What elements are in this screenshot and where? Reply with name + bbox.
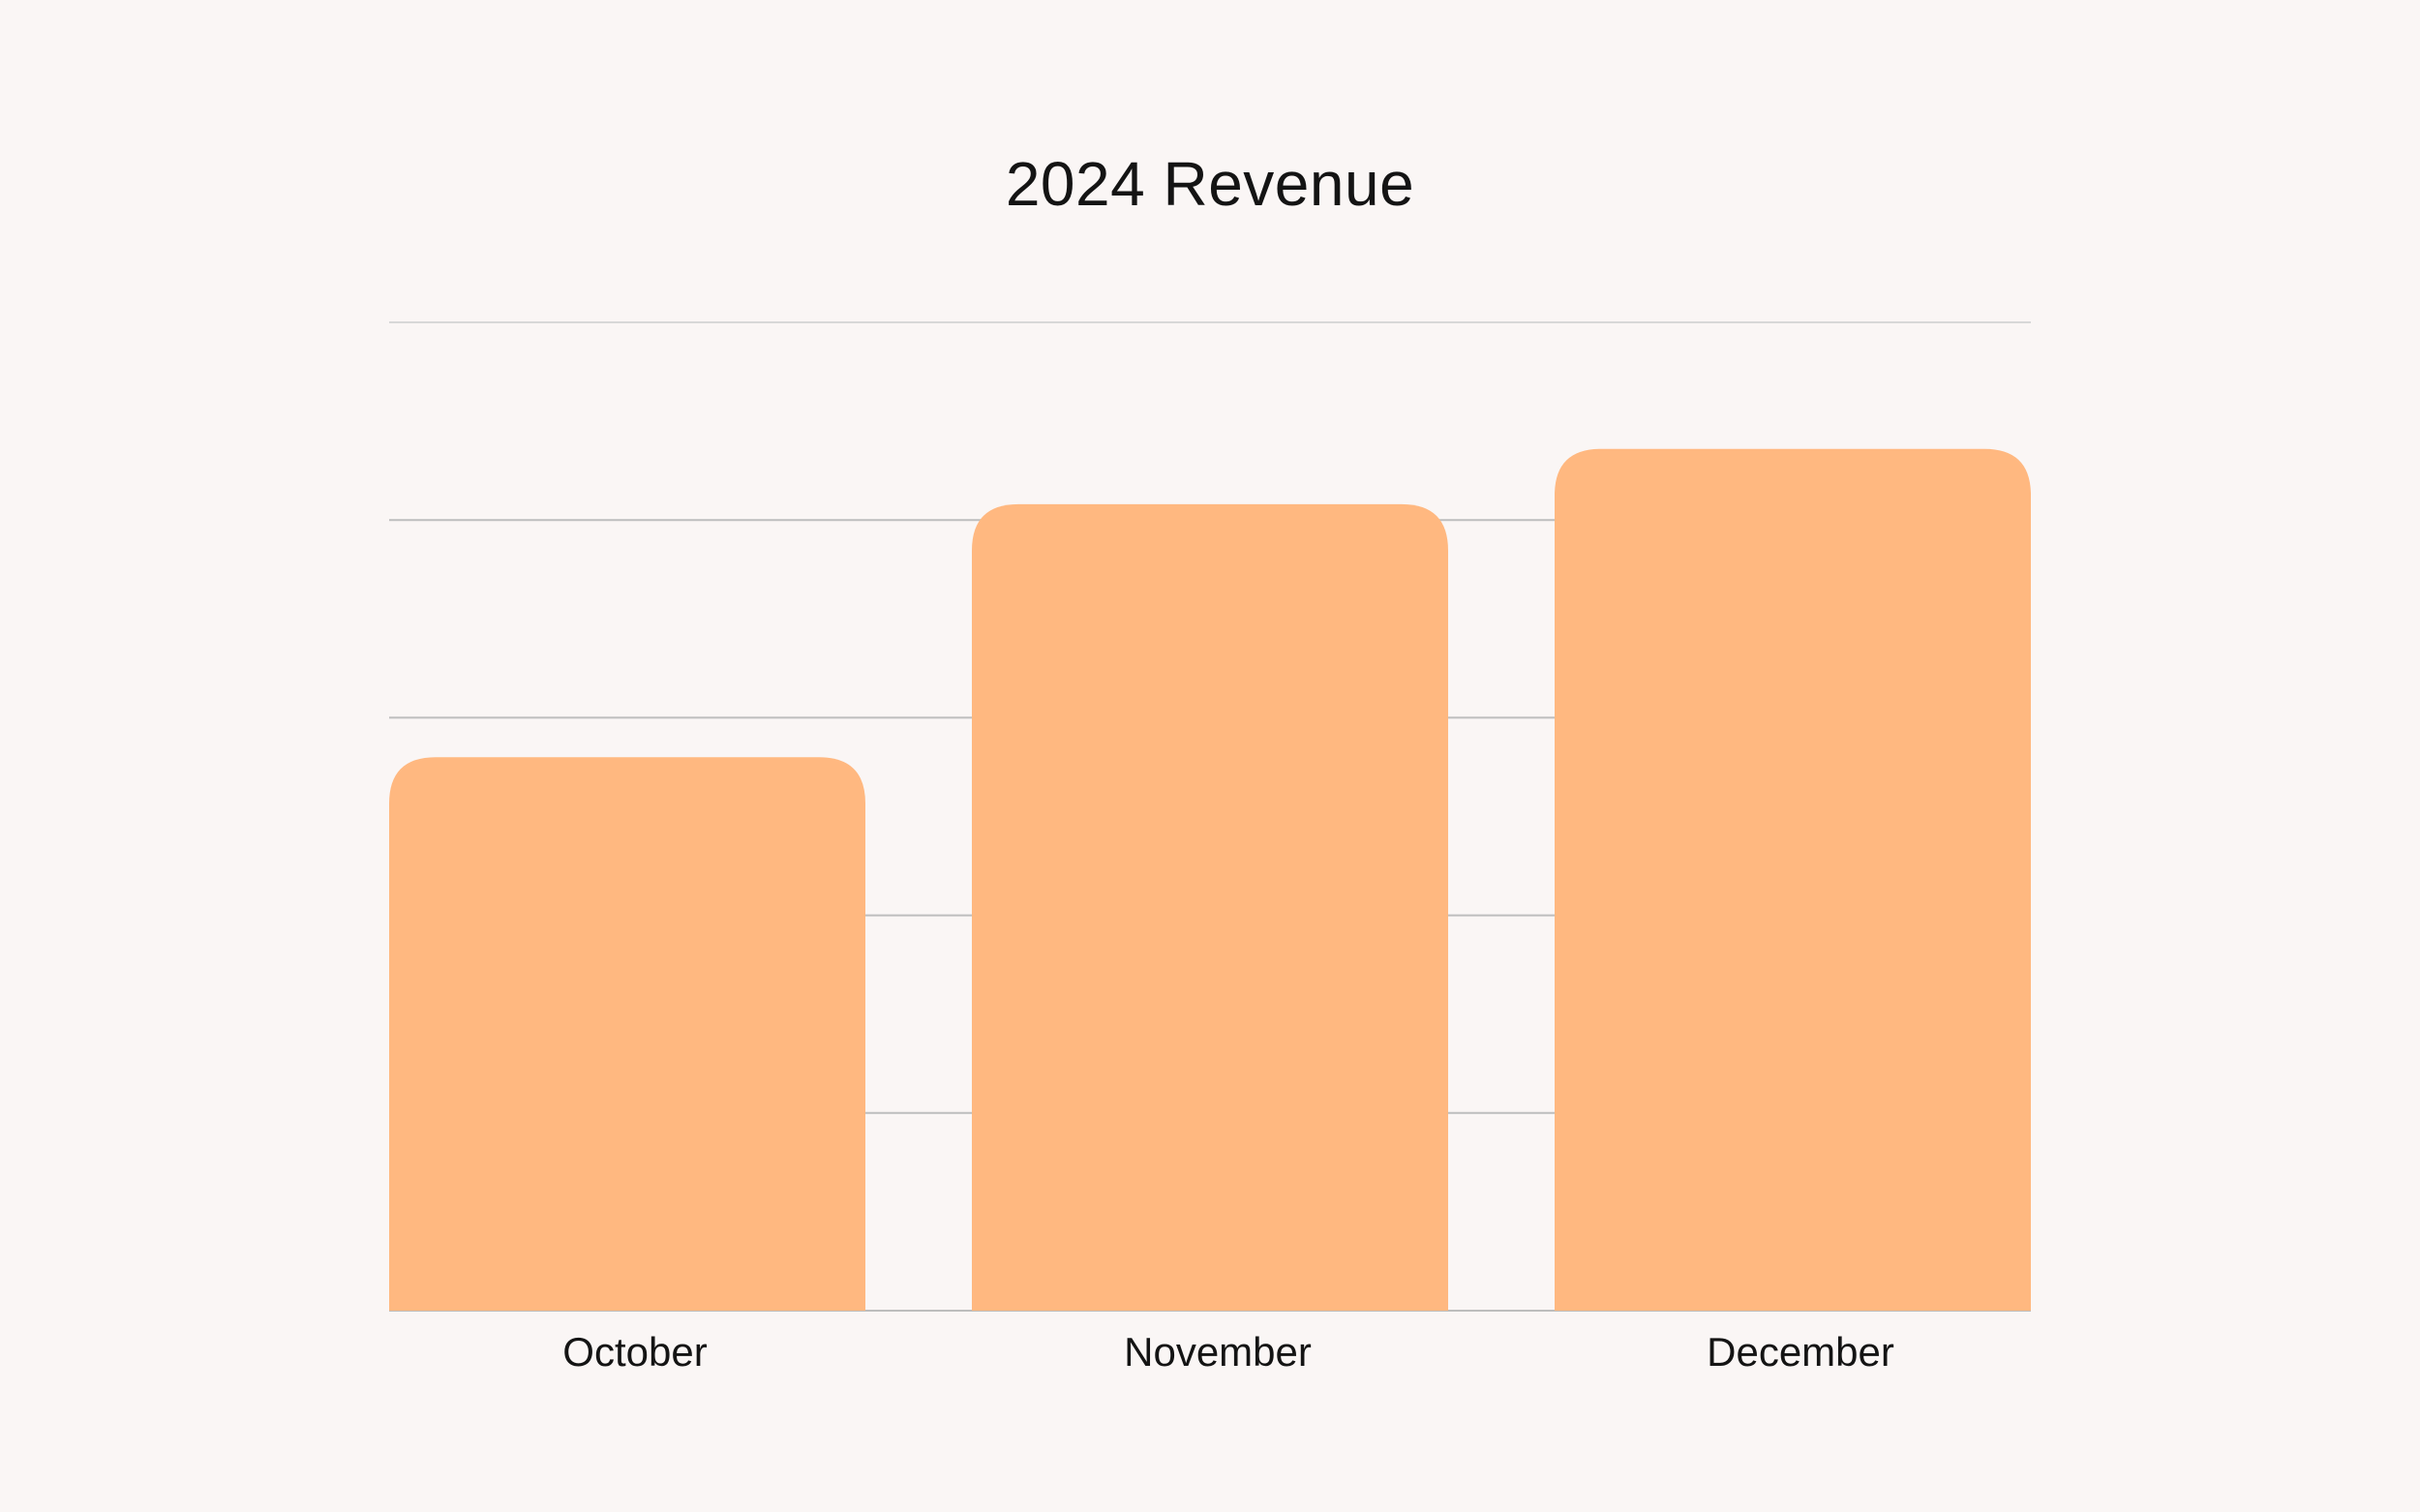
x-tick-label: November (1124, 1329, 1312, 1375)
bar-december (1555, 448, 2031, 1311)
x-tick-labels: October November December (562, 1329, 1894, 1375)
bar-october (389, 757, 865, 1311)
chart-title: 2024 Revenue (1005, 149, 1415, 219)
bars (389, 448, 2031, 1311)
x-tick-label: December (1707, 1329, 1894, 1375)
bar-november (972, 503, 1448, 1311)
x-tick-label: October (562, 1329, 707, 1375)
